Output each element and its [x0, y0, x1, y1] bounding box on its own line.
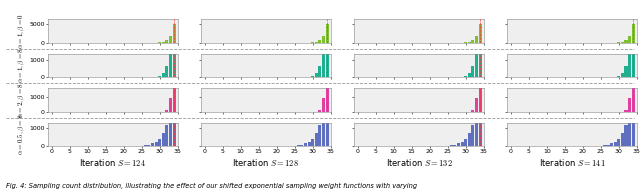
X-axis label: Iteration $S = 128$: Iteration $S = 128$: [232, 157, 300, 168]
Bar: [479, 10, 482, 112]
Bar: [472, 125, 474, 146]
Bar: [169, 98, 172, 112]
Bar: [169, 112, 172, 146]
Y-axis label: $\alpha{=}1, \beta{=}0$: $\alpha{=}1, \beta{=}0$: [17, 13, 28, 49]
Bar: [603, 145, 606, 146]
Bar: [173, 10, 175, 112]
Bar: [322, 46, 325, 77]
Bar: [318, 66, 321, 77]
Bar: [318, 125, 321, 146]
Bar: [169, 46, 172, 77]
Bar: [154, 142, 157, 146]
Bar: [464, 139, 467, 146]
Bar: [625, 66, 628, 77]
Bar: [308, 142, 310, 146]
Bar: [479, 89, 482, 146]
Bar: [464, 42, 467, 43]
Bar: [621, 42, 624, 43]
Bar: [610, 143, 613, 146]
Bar: [158, 76, 161, 77]
Bar: [461, 142, 463, 146]
Y-axis label: $\alpha{=}1, \beta{=}8$: $\alpha{=}1, \beta{=}8$: [17, 48, 28, 83]
Bar: [165, 110, 168, 112]
X-axis label: Iteration $S = 132$: Iteration $S = 132$: [385, 157, 452, 168]
Bar: [632, 24, 635, 43]
X-axis label: Iteration $S = 124$: Iteration $S = 124$: [79, 157, 147, 168]
Bar: [315, 42, 318, 43]
Bar: [173, 24, 175, 43]
Bar: [472, 40, 474, 43]
Bar: [165, 66, 168, 77]
Bar: [322, 112, 325, 146]
Bar: [475, 36, 478, 43]
Bar: [169, 36, 172, 43]
Bar: [151, 143, 154, 146]
Bar: [621, 73, 624, 77]
Bar: [311, 139, 314, 146]
Bar: [628, 98, 631, 112]
Bar: [144, 145, 147, 146]
Bar: [322, 36, 325, 43]
Bar: [607, 145, 609, 146]
Text: Fig. 4: Sampling count distribution, illustrating the effect of our shifted expo: Fig. 4: Sampling count distribution, ill…: [6, 183, 417, 189]
Bar: [173, 0, 175, 77]
Bar: [453, 145, 456, 146]
Bar: [165, 125, 168, 146]
Bar: [326, 0, 329, 77]
Bar: [628, 46, 631, 77]
Bar: [472, 110, 474, 112]
Bar: [628, 36, 631, 43]
Bar: [632, 0, 635, 77]
Bar: [318, 40, 321, 43]
Bar: [162, 73, 165, 77]
Bar: [617, 139, 620, 146]
Bar: [311, 42, 314, 43]
Bar: [147, 145, 150, 146]
Bar: [475, 46, 478, 77]
Bar: [162, 42, 165, 43]
Bar: [468, 134, 471, 146]
Bar: [479, 0, 482, 77]
Bar: [464, 76, 467, 77]
Bar: [326, 10, 329, 112]
Bar: [297, 145, 300, 146]
X-axis label: Iteration $S = 141$: Iteration $S = 141$: [539, 157, 605, 168]
Bar: [158, 139, 161, 146]
Bar: [632, 10, 635, 112]
Bar: [475, 112, 478, 146]
Bar: [311, 76, 314, 77]
Bar: [162, 134, 165, 146]
Bar: [617, 76, 620, 77]
Bar: [457, 143, 460, 146]
Bar: [479, 24, 482, 43]
Bar: [450, 145, 453, 146]
Bar: [617, 42, 620, 43]
Bar: [625, 125, 628, 146]
Bar: [165, 40, 168, 43]
Bar: [304, 143, 307, 146]
Bar: [326, 24, 329, 43]
Y-axis label: $\alpha{=}0.5, \beta{=}8$: $\alpha{=}0.5, \beta{=}8$: [17, 114, 28, 155]
Bar: [625, 110, 628, 112]
Bar: [632, 89, 635, 146]
Bar: [173, 89, 175, 146]
Bar: [326, 89, 329, 146]
Bar: [158, 42, 161, 43]
Bar: [614, 142, 617, 146]
Bar: [472, 66, 474, 77]
Bar: [621, 134, 624, 146]
Bar: [625, 40, 628, 43]
Y-axis label: $\alpha{=}2, \beta{=}8$: $\alpha{=}2, \beta{=}8$: [17, 82, 28, 118]
Bar: [315, 73, 318, 77]
Bar: [468, 42, 471, 43]
Bar: [318, 110, 321, 112]
Bar: [475, 98, 478, 112]
Bar: [628, 112, 631, 146]
Bar: [315, 134, 318, 146]
Bar: [322, 98, 325, 112]
Bar: [300, 145, 303, 146]
Bar: [468, 73, 471, 77]
